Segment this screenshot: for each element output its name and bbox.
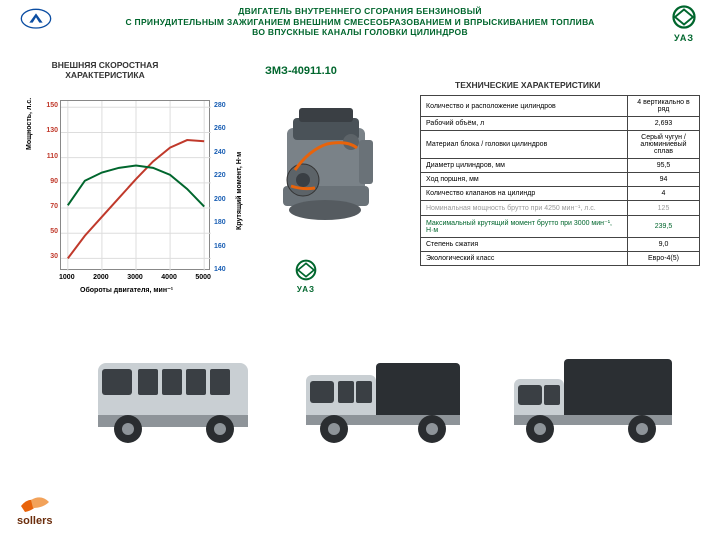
model-label: ЗМЗ-40911.10: [265, 65, 337, 77]
y-left-tick: 110: [42, 153, 58, 160]
chart-plot-area: [60, 100, 210, 270]
vehicle-pickup-single-icon: [500, 335, 690, 455]
header-line-1: ДВИГАТЕЛЬ ВНУТРЕННЕГО СГОРАНИЯ БЕНЗИНОВЫ…: [60, 6, 660, 17]
spec-value-cell: Серый чугун / алюминиевый сплав: [628, 131, 700, 159]
y-right-tick: 220: [214, 172, 234, 179]
y-right-tick: 260: [214, 125, 234, 132]
spec-value-cell: 95,5: [628, 159, 700, 173]
spec-value-cell: 4 вертикально в ряд: [628, 96, 700, 117]
x-tick: 4000: [156, 274, 182, 281]
x-tick: 1000: [54, 274, 80, 281]
y-left-tick: 90: [42, 178, 58, 185]
spec-value-cell: 4: [628, 187, 700, 201]
sollers-logo-icon: sollers: [15, 492, 85, 528]
uaz-text: УАЗ: [290, 285, 322, 294]
header: ДВИГАТЕЛЬ ВНУТРЕННЕГО СГОРАНИЯ БЕНЗИНОВЫ…: [0, 0, 720, 42]
y-left-tick: 50: [42, 228, 58, 235]
uaz-text: УАЗ: [666, 33, 702, 43]
y-right-tick: 240: [214, 149, 234, 156]
spec-section-label: ТЕХНИЧЕСКИЕ ХАРАКТЕРИСТИКИ: [455, 80, 600, 90]
x-tick: 5000: [190, 274, 216, 281]
y-left-tick: 30: [42, 253, 58, 260]
zmz-logo-icon: [20, 8, 52, 30]
spec-label-cell: Количество клапанов на цилиндр: [421, 187, 628, 201]
y-right-tick: 280: [214, 102, 234, 109]
spec-value-cell: 2,693: [628, 117, 700, 131]
y-left-tick: 130: [42, 127, 58, 134]
spec-label-cell: Максимальный крутящий момент брутто при …: [421, 216, 628, 238]
spec-label-cell: Ход поршня, мм: [421, 173, 628, 187]
table-row: Ход поршня, мм94: [421, 173, 700, 187]
header-line-2: С ПРИНУДИТЕЛЬНЫМ ЗАЖИГАНИЕМ ВНЕШНИМ СМЕС…: [60, 17, 660, 28]
spec-label-cell: Количество и расположение цилиндров: [421, 96, 628, 117]
engine-illustration: [255, 90, 405, 240]
spec-table: Количество и расположение цилиндров4 вер…: [420, 95, 700, 266]
vehicle-pickup-crew-icon: [290, 335, 480, 455]
uaz-logo-top: УАЗ: [666, 4, 702, 43]
chart-lines: [61, 101, 211, 271]
table-row: Диаметр цилиндров, мм95,5: [421, 159, 700, 173]
table-row: Количество и расположение цилиндров4 вер…: [421, 96, 700, 117]
table-row: Максимальный крутящий момент брутто при …: [421, 216, 700, 238]
spec-value-cell: 239,5: [628, 216, 700, 238]
x-tick: 3000: [122, 274, 148, 281]
uaz-logo-center: УАЗ: [290, 258, 322, 294]
spec-value-cell: 9,0: [628, 238, 700, 252]
y-left-axis-label: Мощность, л.с.: [26, 98, 33, 150]
y-left-tick: 150: [42, 102, 58, 109]
spec-label-cell: Диаметр цилиндров, мм: [421, 159, 628, 173]
y-right-tick: 160: [214, 243, 234, 250]
spec-label-cell: Номинальная мощность брутто при 4250 мин…: [421, 201, 628, 216]
spec-label-cell: Экологический класс: [421, 252, 628, 266]
uaz-logo-icon: [666, 4, 702, 30]
spec-label-cell: Материал блока / головки цилиндров: [421, 131, 628, 159]
x-tick: 2000: [88, 274, 114, 281]
chart-section-label: ВНЕШНЯЯ СКОРОСТНАЯ ХАРАКТЕРИСТИКА: [45, 60, 165, 80]
uaz-logo-icon: [290, 258, 322, 282]
vehicle-bus-icon: [80, 335, 270, 455]
spec-value-cell: Евро-4(5): [628, 252, 700, 266]
spec-value-cell: 125: [628, 201, 700, 216]
y-right-tick: 140: [214, 266, 234, 273]
y-right-tick: 200: [214, 196, 234, 203]
header-line-3: ВО ВПУСКНЫЕ КАНАЛЫ ГОЛОВКИ ЦИЛИНДРОВ: [60, 27, 660, 38]
svg-text:sollers: sollers: [17, 515, 52, 527]
spec-label-cell: Рабочий объём, л: [421, 117, 628, 131]
table-row: Количество клапанов на цилиндр4: [421, 187, 700, 201]
table-row: Материал блока / головки цилиндровСерый …: [421, 131, 700, 159]
spec-value-cell: 94: [628, 173, 700, 187]
y-right-axis-label: Крутящий момент, Н·м: [236, 152, 243, 230]
y-left-tick: 70: [42, 203, 58, 210]
y-right-tick: 180: [214, 219, 234, 226]
table-row: Степень сжатия9,0: [421, 238, 700, 252]
table-row: Номинальная мощность брутто при 4250 мин…: [421, 201, 700, 216]
performance-chart: Мощность, л.с. Крутящий момент, Н·м Обор…: [20, 90, 235, 310]
table-row: Экологический классЕвро-4(5): [421, 252, 700, 266]
x-axis-label: Обороты двигателя, мин⁻¹: [80, 286, 173, 294]
table-row: Рабочий объём, л2,693: [421, 117, 700, 131]
spec-label-cell: Степень сжатия: [421, 238, 628, 252]
